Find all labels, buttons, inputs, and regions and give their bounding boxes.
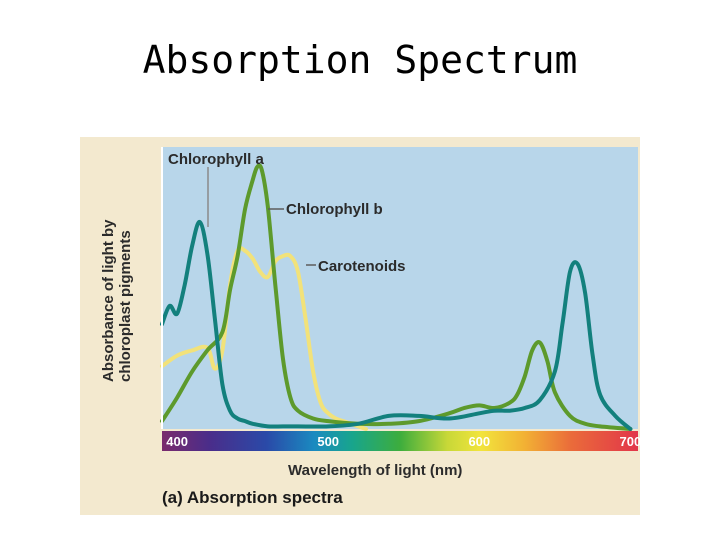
x-ticks-group: 400 500 600 700 [166, 434, 640, 449]
series-label-chlorophyll-a: Chlorophyll a [168, 151, 264, 168]
figure-panel: 400 500 600 700 Chlorophyll a Chlorophyll b… [80, 137, 640, 515]
x-tick-label-500: 500 [317, 434, 339, 449]
series-line-chlorophyll-b [160, 163, 633, 431]
y-axis-title-line1: Absorbance of light by [100, 219, 117, 382]
plot-area [162, 147, 638, 429]
x-tick-label-400: 400 [166, 434, 188, 449]
x-tick-label-600: 600 [468, 434, 490, 449]
curves-group [160, 163, 633, 431]
series-line-chlorophyll-a [160, 219, 633, 431]
spectrum-band [162, 431, 638, 451]
series-line-carotenoids [160, 246, 368, 431]
y-axis-title-line2: chloroplast pigments [117, 230, 134, 382]
series-label-chlorophyll-b: Chlorophyll b [286, 201, 383, 218]
figure-caption: (a) Absorption spectra [162, 488, 343, 507]
series-label-carotenoids: Carotenoids [318, 258, 406, 275]
x-tick-label-700: 700 [620, 434, 640, 449]
absorption-chart: 400 500 600 700 Chlorophyll a Chlorophyll b… [100, 147, 640, 507]
x-axis-title: Wavelength of light (nm) [288, 462, 462, 479]
slide-title: Absorption Spectrum [142, 38, 578, 82]
